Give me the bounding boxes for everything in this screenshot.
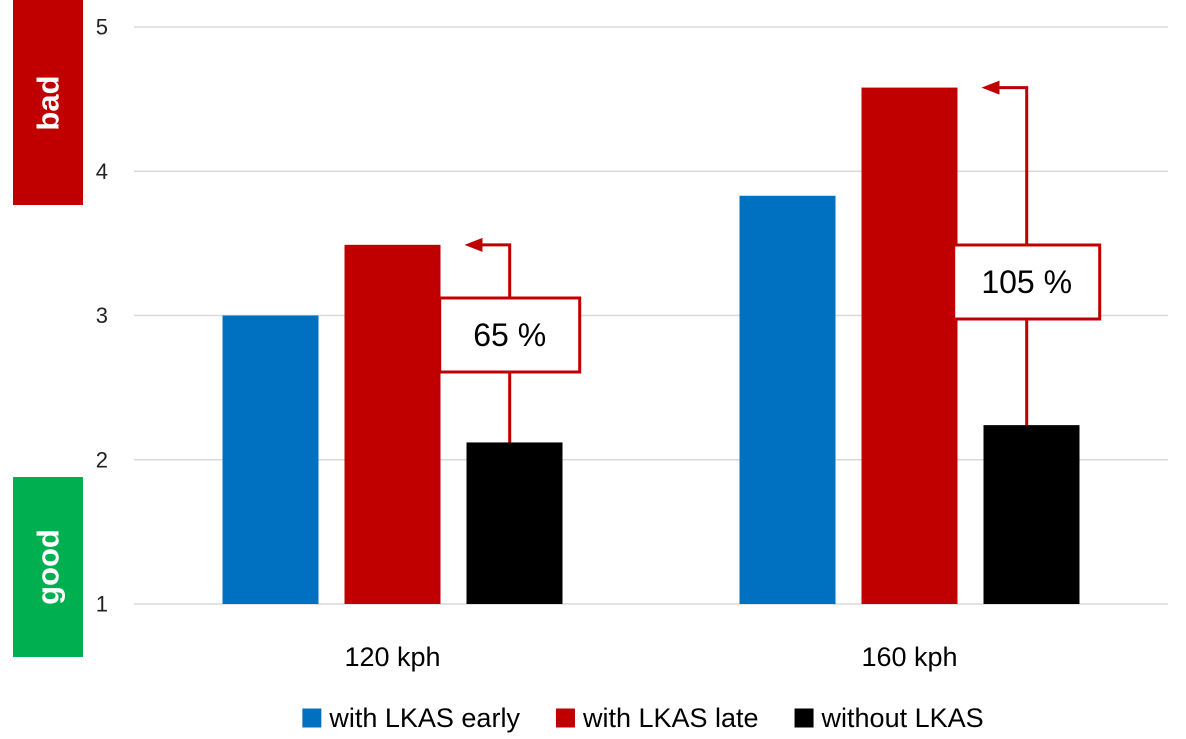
x-category-label: 120 kph (344, 642, 440, 672)
legend: with LKAS early with LKAS late without LKA… (302, 703, 984, 733)
annotation-arrowhead (981, 80, 1000, 95)
annotations: 65 % 105 % (438, 80, 1102, 443)
bar (466, 442, 563, 604)
bar (344, 244, 441, 604)
y-tick-label: 1 (96, 592, 108, 617)
bar (739, 195, 836, 604)
annotation-box (438, 296, 582, 374)
legend-label: without LKAS (821, 703, 984, 733)
bad-badge (13, 0, 83, 205)
good-badge (13, 477, 83, 657)
bars (222, 87, 1080, 604)
annotation-arrow (478, 243, 512, 443)
bar (983, 425, 1080, 604)
annotation-label: 65 % (473, 317, 546, 353)
annotation-arrowhead (464, 237, 483, 252)
legend-swatch (555, 708, 575, 728)
y-tick-label: 5 (96, 15, 108, 40)
legend-swatch (302, 708, 322, 728)
bar (222, 315, 319, 604)
x-category-label: 160 kph (861, 642, 957, 672)
x-axis-categories: 120 kph 160 kph (344, 642, 957, 672)
bar (861, 87, 958, 604)
legend-label: with LKAS early (328, 703, 520, 733)
y-tick-label: 4 (96, 159, 108, 184)
bad-badge-label: bad (31, 75, 66, 130)
good-badge-label: good (31, 529, 66, 605)
annotation-label: 105 % (981, 264, 1072, 300)
y-tick-label: 2 (96, 447, 108, 472)
legend-swatch (794, 708, 814, 728)
legend-label: with LKAS late (582, 703, 759, 733)
scale-badges: bad good (13, 0, 83, 657)
y-axis-ticks: 1 2 3 4 5 (96, 15, 108, 617)
annotation-box (952, 243, 1102, 321)
y-tick-label: 3 (96, 303, 108, 328)
